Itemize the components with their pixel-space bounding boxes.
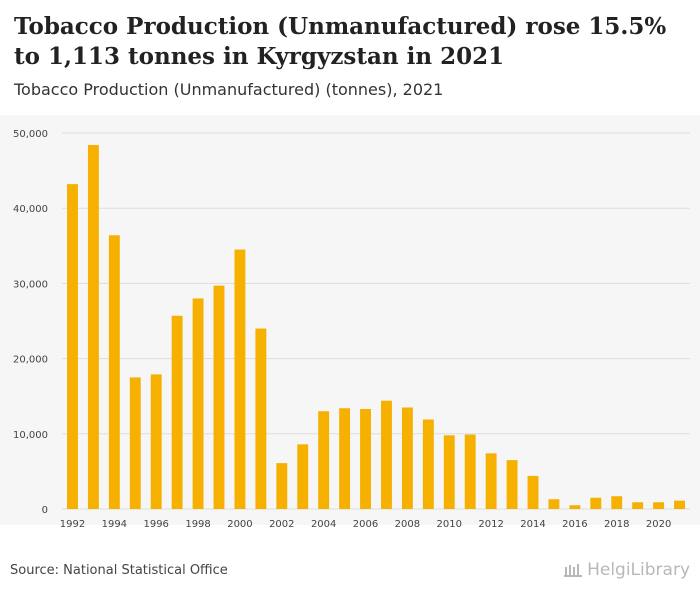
bar-2020[interactable] — [653, 502, 665, 509]
bars — [67, 145, 685, 510]
x-tick-label: 2006 — [353, 519, 378, 530]
x-tick-label: 2016 — [562, 519, 587, 530]
x-tick-label: 2010 — [437, 519, 462, 530]
x-tick-label: 2008 — [395, 519, 420, 530]
y-tick-label: 0 — [42, 505, 48, 516]
x-tick-label: 1992 — [60, 519, 85, 530]
x-tick-label: 2018 — [604, 519, 629, 530]
x-tick-label: 2002 — [269, 519, 294, 530]
bar-1999[interactable] — [213, 285, 225, 509]
bar-2011[interactable] — [464, 434, 476, 509]
x-tick-label: 2014 — [520, 519, 545, 530]
bar-2019[interactable] — [632, 502, 644, 509]
x-tick-label: 2012 — [478, 519, 503, 530]
x-tick-label: 2000 — [227, 519, 252, 530]
bar-2018[interactable] — [611, 496, 623, 509]
bar-2012[interactable] — [485, 453, 497, 509]
x-tick-label: 2020 — [646, 519, 671, 530]
bar-2014[interactable] — [527, 475, 539, 509]
x-axis-ticks: 1992 1994 1996 1998 2000 2002 2004 2006 2008 2010… — [60, 519, 672, 530]
y-tick-label: 30,000 — [13, 279, 48, 290]
bar-2017[interactable] — [590, 497, 602, 509]
library-building-icon — [564, 564, 583, 577]
gridlines — [62, 132, 690, 510]
y-tick-label: 10,000 — [13, 430, 48, 441]
bar-1993[interactable] — [87, 145, 99, 510]
chart-title: Tobacco Production (Unmanufactured) rose… — [14, 13, 667, 70]
logo-text: HelgiLibrary — [587, 560, 690, 580]
source-note: Source: National Statistical Office — [10, 563, 228, 578]
bar-1995[interactable] — [129, 377, 141, 509]
y-tick-label: 20,000 — [13, 355, 48, 366]
x-tick-label: 1998 — [185, 519, 210, 530]
y-tick-label: 50,000 — [13, 129, 48, 140]
x-tick-label: 1994 — [102, 519, 127, 530]
bar-2013[interactable] — [506, 460, 518, 509]
bar-2015[interactable] — [548, 499, 560, 509]
bar-2002[interactable] — [276, 463, 288, 509]
bar-1992[interactable] — [67, 184, 78, 510]
bar-2007[interactable] — [381, 400, 392, 509]
helgilibrary-logo[interactable]: HelgiLibrary — [563, 560, 690, 580]
bar-2000[interactable] — [234, 249, 246, 509]
bar-2005[interactable] — [339, 408, 351, 509]
chart-subtitle: Tobacco Production (Unmanufactured) (ton… — [14, 80, 444, 99]
bar-2001[interactable] — [255, 328, 267, 509]
bar-2006[interactable] — [360, 408, 371, 509]
y-axis-ticks: 0 10,000 20,000 30,000 40,000 50,000 — [13, 129, 48, 516]
bar-2008[interactable] — [401, 407, 413, 509]
bar-1998[interactable] — [192, 298, 204, 509]
x-tick-label: 1996 — [143, 519, 168, 530]
bar-2016[interactable] — [569, 505, 581, 509]
bar-1996[interactable] — [150, 374, 162, 509]
y-tick-label: 40,000 — [13, 204, 48, 215]
x-tick-label: 2004 — [311, 519, 336, 530]
bar-2004[interactable] — [318, 411, 330, 509]
bar-2021[interactable] — [674, 500, 685, 509]
bar-1994[interactable] — [108, 235, 120, 509]
bar-2009[interactable] — [422, 419, 434, 509]
bar-1997[interactable] — [171, 315, 183, 509]
bar-2003[interactable] — [297, 444, 309, 509]
bar-2010[interactable] — [443, 435, 455, 509]
